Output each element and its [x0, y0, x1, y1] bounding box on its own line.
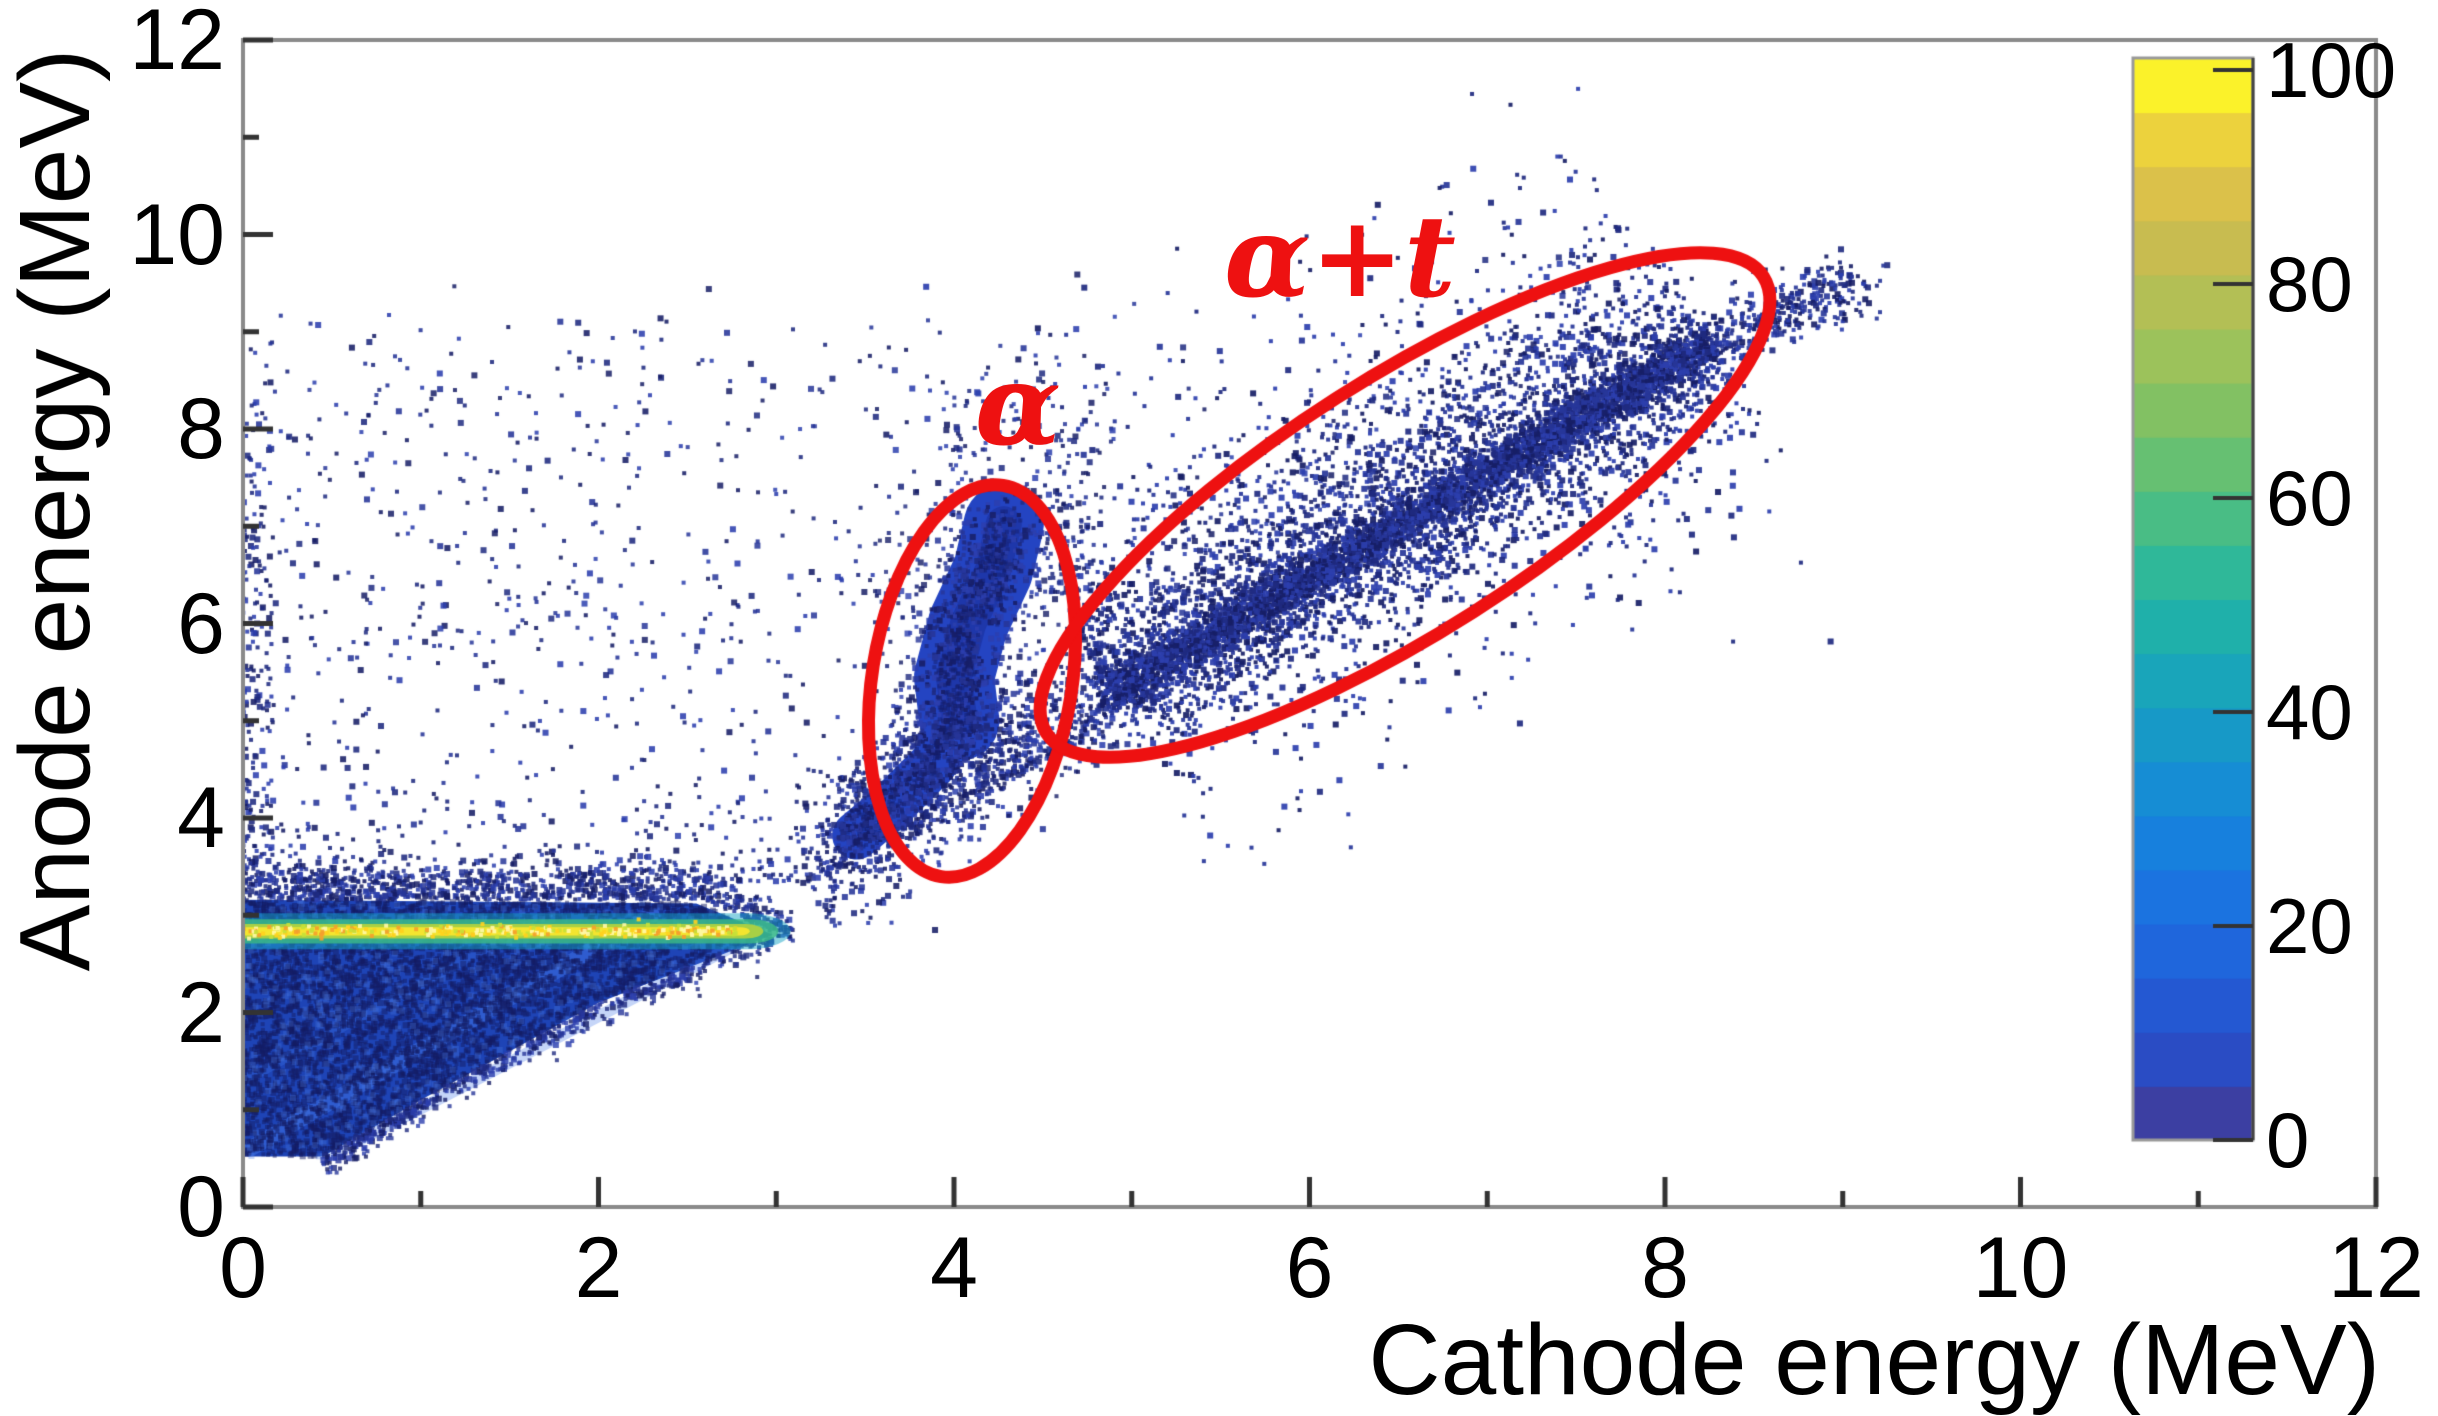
- x-tick-label: 2: [574, 1220, 623, 1316]
- y-tick-label: 8: [177, 381, 225, 477]
- colorbar-tick-label: 20: [2266, 882, 2353, 970]
- x-tick-label: 0: [219, 1220, 267, 1316]
- x-axis-title: Cathode energy (MeV): [1368, 1304, 2380, 1416]
- alpha-annotation-label: α: [974, 340, 1062, 471]
- y-tick-label: 10: [129, 186, 225, 283]
- y-tick-label: 4: [177, 770, 225, 866]
- x-tick-label: 12: [2328, 1220, 2424, 1316]
- y-tick-label: 12: [129, 0, 225, 88]
- colorbar-tick-label: 80: [2266, 240, 2353, 328]
- y-tick-label: 6: [177, 575, 225, 672]
- y-tick-label: 2: [177, 964, 225, 1061]
- y-tick-label: 0: [177, 1159, 225, 1255]
- colorbar-tick-label: 0: [2266, 1096, 2310, 1184]
- colorbar-tick-label: 60: [2266, 454, 2353, 542]
- colorbar-tick-label: 40: [2266, 668, 2353, 756]
- x-tick-label: 8: [1641, 1220, 1689, 1316]
- colorbar-tick-label: 100: [2266, 26, 2397, 114]
- x-tick-label: 6: [1285, 1220, 1334, 1316]
- alpha-t-annotation-label: α+t: [1224, 192, 1456, 323]
- x-tick-label: 4: [930, 1220, 978, 1316]
- x-tick-label: 10: [1972, 1220, 2069, 1316]
